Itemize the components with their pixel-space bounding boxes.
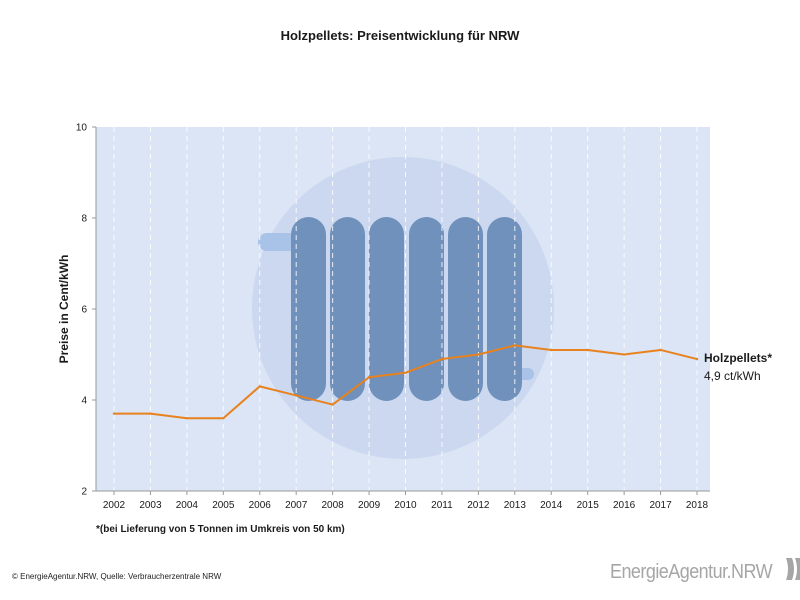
x-tick-label: 2015 — [577, 500, 600, 511]
x-tick-label: 2012 — [467, 500, 490, 511]
energieagentur-logo-icon — [786, 558, 800, 580]
data-point — [331, 403, 334, 406]
data-point — [367, 376, 371, 379]
x-tick-label: 2003 — [139, 500, 162, 511]
y-tick-label: 10 — [76, 123, 88, 134]
data-point — [659, 348, 662, 352]
data-point — [513, 344, 517, 347]
y-axis-ticks: 2 4 6 8 10 — [76, 123, 96, 498]
x-tick-label: 2011 — [431, 500, 453, 511]
x-tick-label: 2004 — [176, 500, 199, 511]
y-axis-label: Preise in Cent/kWh — [57, 255, 71, 364]
x-tick-label: 2017 — [649, 500, 672, 511]
y-tick-label: 6 — [81, 305, 87, 316]
series-annotation-value: 4,9 ct/kWh — [704, 369, 761, 383]
x-tick-label: 2006 — [249, 500, 272, 511]
y-tick-label: 2 — [81, 487, 87, 498]
x-tick-label: 2007 — [285, 500, 308, 511]
x-tick-label: 2010 — [394, 500, 417, 511]
data-point — [222, 417, 225, 420]
data-point — [258, 385, 261, 388]
data-point — [404, 371, 407, 374]
x-tick-label: 2002 — [103, 500, 126, 511]
data-point — [477, 353, 480, 356]
radiator-illustration-icon — [252, 157, 554, 459]
data-point — [550, 348, 553, 352]
x-tick-label: 2016 — [613, 500, 636, 511]
data-point — [149, 412, 152, 415]
data-point — [586, 348, 589, 352]
x-tick-label: 2014 — [540, 500, 563, 511]
y-tick-label: 8 — [81, 214, 87, 225]
data-point — [185, 417, 189, 420]
data-point — [294, 394, 298, 397]
x-tick-label: 2009 — [358, 500, 381, 511]
footnote: *(bei Lieferung von 5 Tonnen im Umkreis … — [96, 524, 345, 535]
x-tick-label: 2005 — [212, 500, 235, 511]
data-point — [695, 357, 699, 361]
x-tick-label: 2008 — [322, 500, 345, 511]
brand-name: EnergieAgentur.NRW — [610, 561, 773, 583]
data-point — [112, 412, 116, 415]
chart-title: Holzpellets: Preisentwicklung für NRW — [280, 28, 520, 43]
series-group — [112, 344, 699, 420]
x-axis-ticks: 2002 2003 2004 2005 2006 2007 2008 2009 2010 2011… — [103, 491, 709, 511]
series-annotation-label: Holzpellets* — [704, 351, 772, 365]
brand-logo: EnergieAgentur.NRW — [610, 556, 800, 582]
y-tick-label: 4 — [81, 396, 87, 407]
copyright-source: © EnergieAgentur.NRW, Quelle: Verbrauche… — [12, 572, 222, 581]
data-point — [622, 353, 626, 356]
x-tick-label: 2018 — [686, 500, 709, 511]
x-tick-label: 2013 — [504, 500, 527, 511]
x-gridlines — [113, 127, 698, 491]
data-point — [440, 357, 444, 361]
